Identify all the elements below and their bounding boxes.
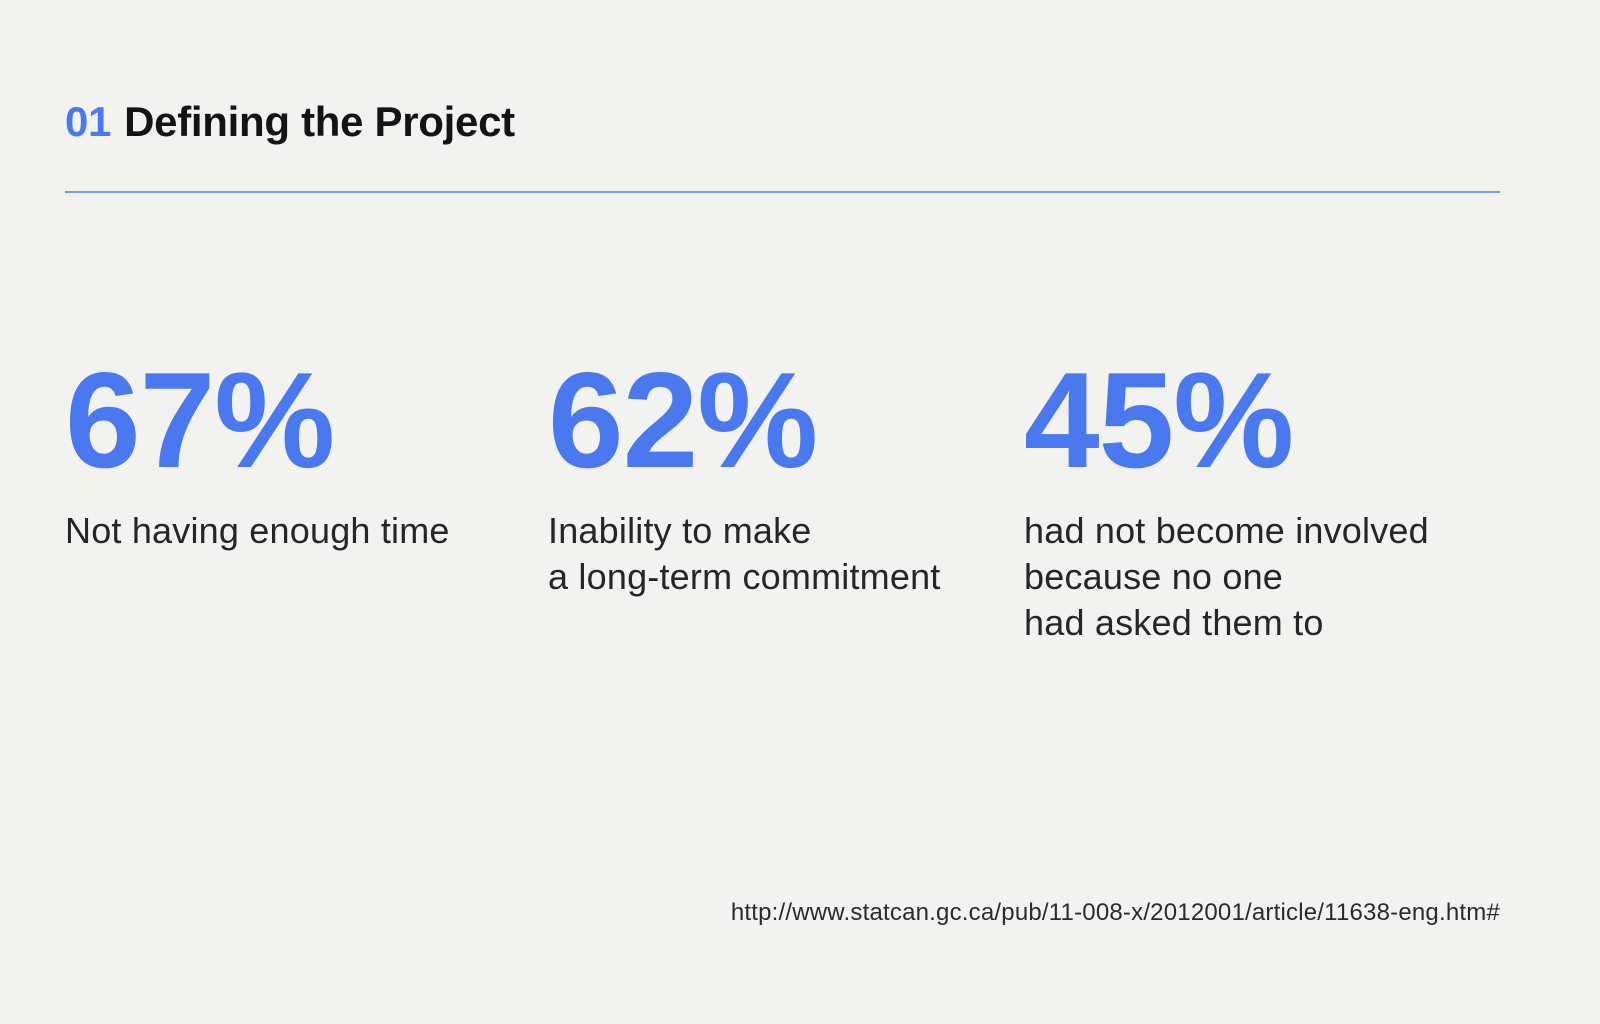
stat-caption: Not having enough time [65,510,450,551]
stat-value: 45% [1024,344,1294,496]
stat-caption: had not become involved because no one h… [1024,510,1429,643]
stat-item-time: 67% Not having enough time [65,352,535,554]
slide-heading: 01 Defining the Project [65,97,515,147]
stat-caption: Inability to make a long-term commitment [548,510,941,597]
stat-item-commitment: 62% Inability to make a long-term commit… [548,352,1018,600]
stat-value: 62% [548,344,818,496]
stat-value: 67% [65,344,335,496]
source-url-link[interactable]: http://www.statcan.gc.ca/pub/11-008-x/20… [730,899,1500,926]
title-divider [65,191,1500,193]
slide-section-number: 01 [65,98,112,145]
slide-title: Defining the Project [124,98,515,145]
stat-item-not-asked: 45% had not become involved because no o… [1024,352,1504,646]
